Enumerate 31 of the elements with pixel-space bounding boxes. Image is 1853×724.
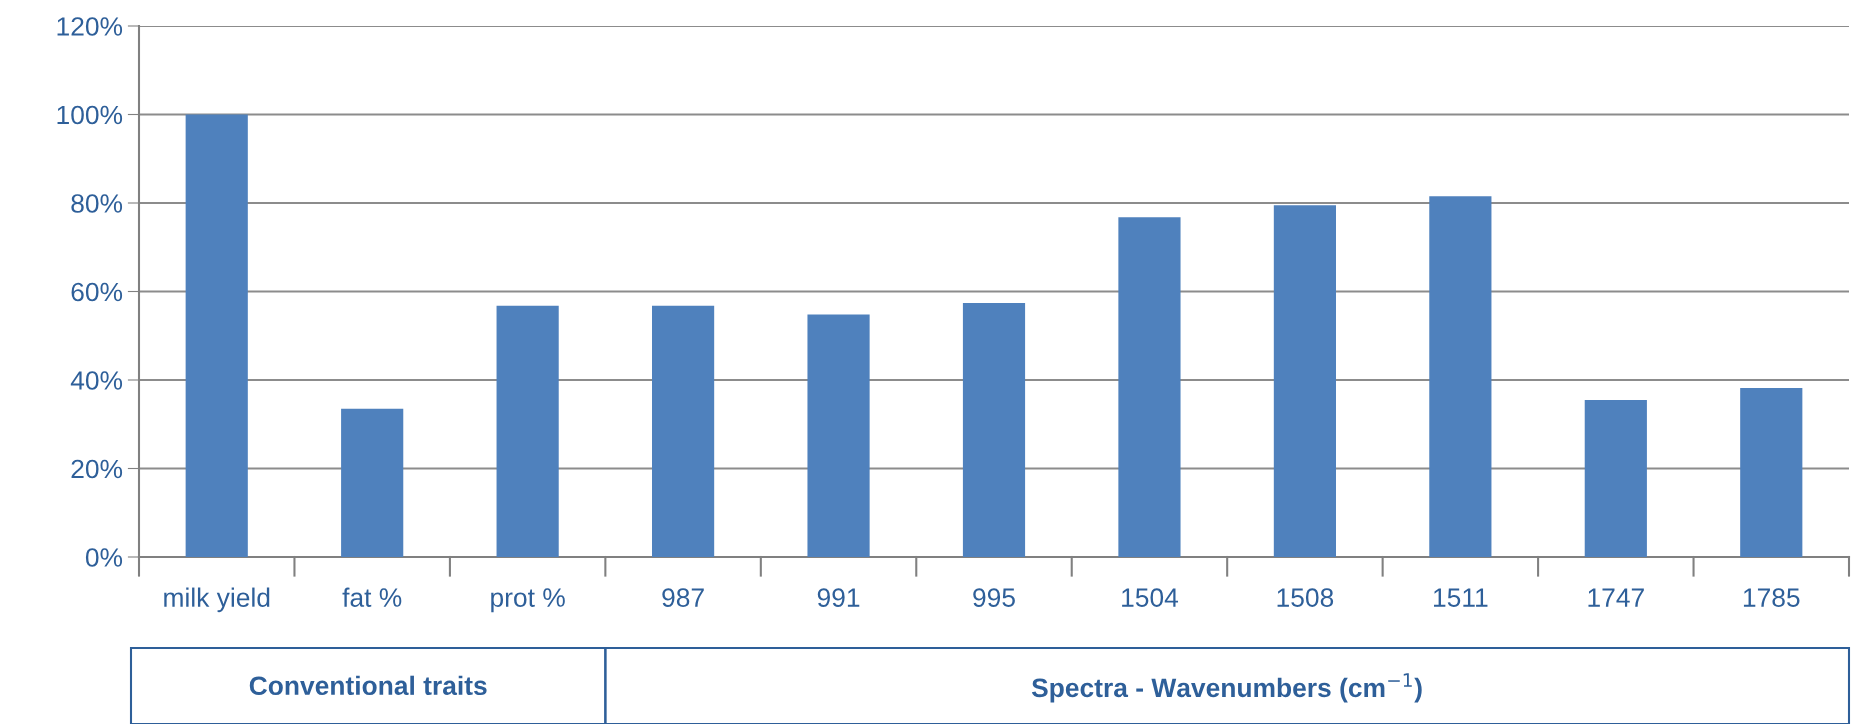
bar xyxy=(807,314,870,557)
bar xyxy=(652,305,715,557)
bar xyxy=(185,114,248,557)
y-tick-label: 60% xyxy=(71,282,123,302)
x-tick-label: prot % xyxy=(491,588,565,613)
y-tick-label: 40% xyxy=(70,371,123,390)
x-tick-label: 991 xyxy=(817,588,860,607)
bar xyxy=(1740,387,1803,557)
y-tick-label: 80% xyxy=(71,194,123,213)
x-tick-label: 995 xyxy=(973,588,1015,607)
bar xyxy=(1118,217,1181,557)
y-tick-label: 20% xyxy=(71,459,123,479)
x-tick-label: 987 xyxy=(662,588,704,607)
bar xyxy=(341,408,404,557)
text: Spectra - Wavenumbers (cm$^{−1}$) xyxy=(1031,673,1422,703)
x-tick-label: 1508 xyxy=(1277,588,1334,607)
bar xyxy=(1584,399,1647,557)
bar xyxy=(496,305,559,557)
x-tick-label: 1747 xyxy=(1588,588,1644,607)
x-tick-label: 1785 xyxy=(1743,588,1800,607)
bar xyxy=(1429,196,1492,557)
bar xyxy=(962,303,1026,557)
x-tick-label: milk yield xyxy=(164,587,270,613)
x-tick-label: 1511 xyxy=(1434,588,1488,607)
x-tick-label: 1504 xyxy=(1122,588,1179,607)
bar xyxy=(1273,205,1336,557)
y-tick-label: 100% xyxy=(57,105,123,125)
y-tick-label: 0% xyxy=(85,548,123,567)
text: Conventional traits xyxy=(249,675,487,696)
x-tick-label: fat % xyxy=(342,587,402,607)
y-tick-label: 120% xyxy=(57,17,123,36)
